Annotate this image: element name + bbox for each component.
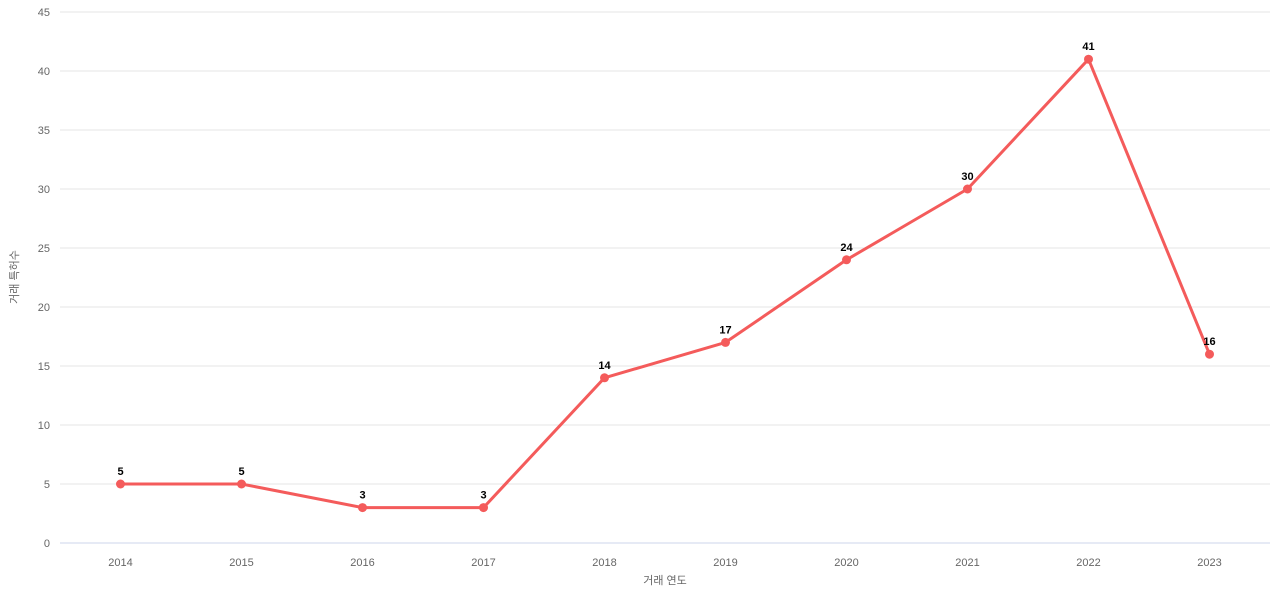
x-tick-label: 2021: [955, 557, 979, 569]
data-point-marker[interactable]: [116, 479, 125, 489]
x-axis-tick-labels: 2014 2015 2016 2017 2018 2019 2020 2021 2022 2023: [108, 557, 1221, 569]
data-point-label: 24: [840, 242, 853, 254]
x-axis-title: 거래 연도: [643, 574, 687, 587]
y-axis-tick-labels: 0 5 10 15 20 25 30 35 40 45: [38, 7, 50, 550]
data-point-label: 14: [598, 360, 611, 372]
data-point-label: 17: [719, 324, 731, 336]
y-tick-label: 40: [38, 66, 50, 78]
data-point-label: 16: [1203, 336, 1215, 348]
x-tick-label: 2015: [229, 557, 253, 569]
y-tick-label: 0: [44, 538, 50, 550]
x-tick-label: 2020: [834, 557, 858, 569]
data-point-label: 3: [359, 490, 365, 502]
y-tick-label: 25: [38, 243, 50, 255]
data-point-labels: 5 5 3 3 14 17 24 30 41 16: [117, 41, 1215, 501]
y-tick-label: 35: [38, 125, 50, 137]
data-point-marker[interactable]: [479, 503, 488, 513]
x-tick-label: 2022: [1076, 557, 1100, 569]
data-point-label: 41: [1082, 41, 1094, 53]
data-point-marker[interactable]: [1084, 54, 1093, 64]
x-tick-label: 2016: [350, 557, 374, 569]
x-tick-label: 2019: [713, 557, 737, 569]
data-point-marker[interactable]: [600, 373, 609, 383]
series-line: [119, 57, 1211, 510]
x-tick-label: 2014: [108, 557, 132, 569]
data-point-marker[interactable]: [842, 255, 851, 265]
y-tick-label: 10: [38, 420, 50, 432]
x-tick-label: 2023: [1197, 557, 1221, 569]
data-point-label: 3: [480, 490, 486, 502]
data-point-markers[interactable]: [116, 54, 1214, 513]
data-point-label: 5: [238, 466, 244, 478]
y-tick-label: 15: [38, 361, 50, 373]
y-tick-label: 20: [38, 302, 50, 314]
data-point-marker[interactable]: [358, 503, 367, 513]
data-point-label: 5: [117, 466, 123, 478]
data-point-marker[interactable]: [1205, 349, 1214, 359]
data-point-marker[interactable]: [721, 337, 730, 347]
gridlines: [60, 11, 1270, 544]
y-tick-label: 30: [38, 184, 50, 196]
data-point-label: 30: [961, 171, 973, 183]
y-axis-title: 거래 특허수: [8, 250, 21, 304]
data-point-marker[interactable]: [237, 479, 246, 489]
x-tick-label: 2018: [592, 557, 616, 569]
x-tick-label: 2017: [471, 557, 495, 569]
data-point-marker[interactable]: [963, 184, 972, 194]
y-tick-label: 45: [38, 7, 50, 19]
y-tick-label: 5: [44, 479, 50, 491]
